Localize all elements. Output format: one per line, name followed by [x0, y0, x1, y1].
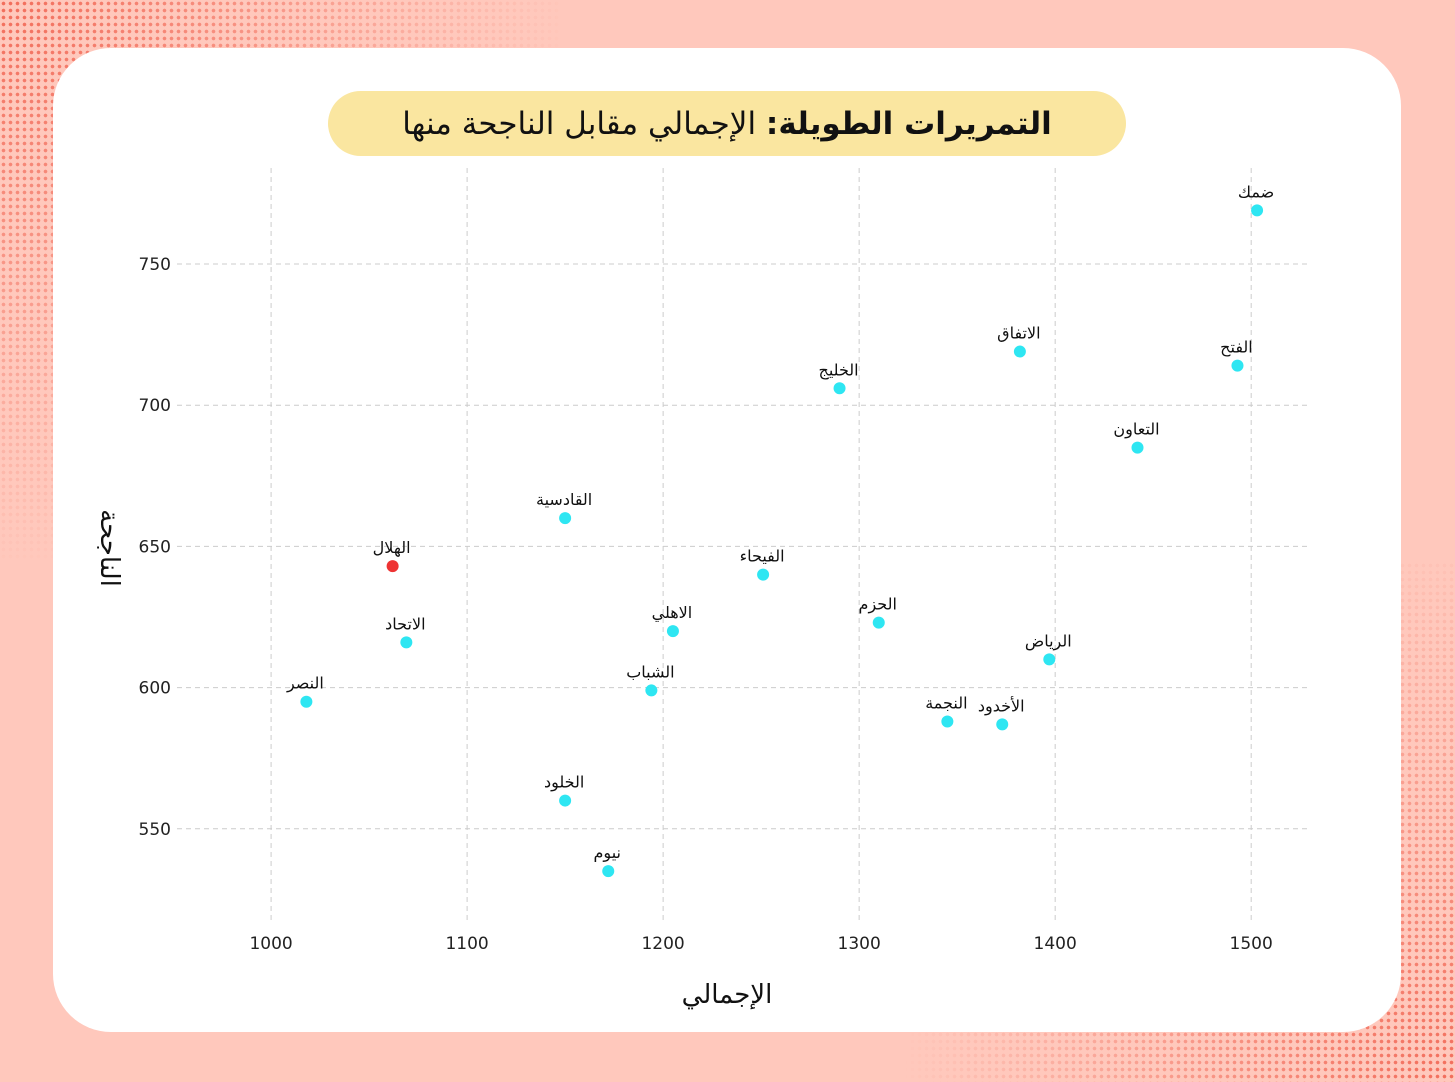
point-label: الحزم	[859, 595, 897, 615]
data-point	[941, 715, 954, 728]
x-tick-label: 1200	[641, 934, 684, 954]
grid-lines	[177, 168, 1310, 922]
y-tick-label: 700	[139, 396, 171, 416]
x-tick-label: 1100	[445, 934, 488, 954]
point-label: الاتفاق	[997, 324, 1040, 343]
point-label: التعاون	[1113, 420, 1159, 440]
y-tick-label: 600	[139, 679, 171, 699]
point-label: نيوم	[594, 843, 621, 863]
point-label: ضمك	[1238, 182, 1274, 201]
data-point	[1013, 345, 1026, 358]
chart-card	[53, 48, 1401, 1032]
x-tick-label: 1500	[1230, 934, 1273, 954]
data-point	[602, 865, 615, 878]
chart-title-main: التمريرات الطويلة:	[765, 105, 1052, 142]
point-label: الخليج	[818, 360, 858, 379]
data-point	[833, 382, 846, 395]
point-label: الخلود	[544, 773, 584, 793]
data-point	[996, 718, 1009, 731]
data-point	[559, 512, 572, 525]
point-label: الأخدود	[978, 695, 1025, 716]
data-point	[1131, 441, 1144, 454]
data-point	[645, 684, 658, 697]
point-label: الاهلي	[652, 603, 693, 623]
chart-title-rest: الإجمالي مقابل الناجحة منها	[402, 105, 757, 142]
point-label: الفتح	[1220, 338, 1253, 358]
x-tick-label: 1300	[838, 934, 881, 954]
data-points	[300, 204, 1264, 878]
point-labels: ضمك الاتفاق الفتح الخليج التعاون القادسية الهل…	[286, 182, 1274, 863]
y-tick-label: 750	[139, 255, 171, 275]
data-point	[1251, 204, 1264, 217]
point-label: القادسية	[536, 490, 592, 509]
point-label: الهلال	[373, 538, 411, 558]
y-tick-label: 650	[139, 537, 171, 557]
data-point	[872, 616, 885, 629]
y-axis-title: الناجحة	[94, 509, 124, 587]
data-point	[300, 695, 313, 708]
data-point	[386, 560, 399, 573]
point-label: الفيحاء	[740, 547, 785, 566]
data-point	[400, 636, 413, 649]
chart-title: التمريرات الطويلة: الإجمالي مقابل الناجح…	[328, 91, 1126, 156]
point-label: النصر	[286, 674, 324, 694]
x-tick-label: 1000	[249, 934, 292, 954]
data-point	[1231, 359, 1244, 372]
point-label: الاتحاد	[385, 614, 425, 633]
point-label: النجمة	[925, 693, 967, 712]
point-label: الرياض	[1025, 631, 1072, 651]
x-axis-title: الإجمالي	[682, 980, 773, 1010]
point-label: الشباب	[626, 662, 674, 681]
data-point	[559, 794, 572, 807]
data-point	[666, 625, 679, 638]
tick-labels: 1000 1100 1200 1300 1400 1500 550 600 650 700 750	[139, 255, 1273, 954]
data-point	[757, 568, 770, 581]
y-tick-label: 550	[139, 820, 171, 840]
data-point	[1043, 653, 1056, 666]
x-tick-label: 1400	[1034, 934, 1077, 954]
